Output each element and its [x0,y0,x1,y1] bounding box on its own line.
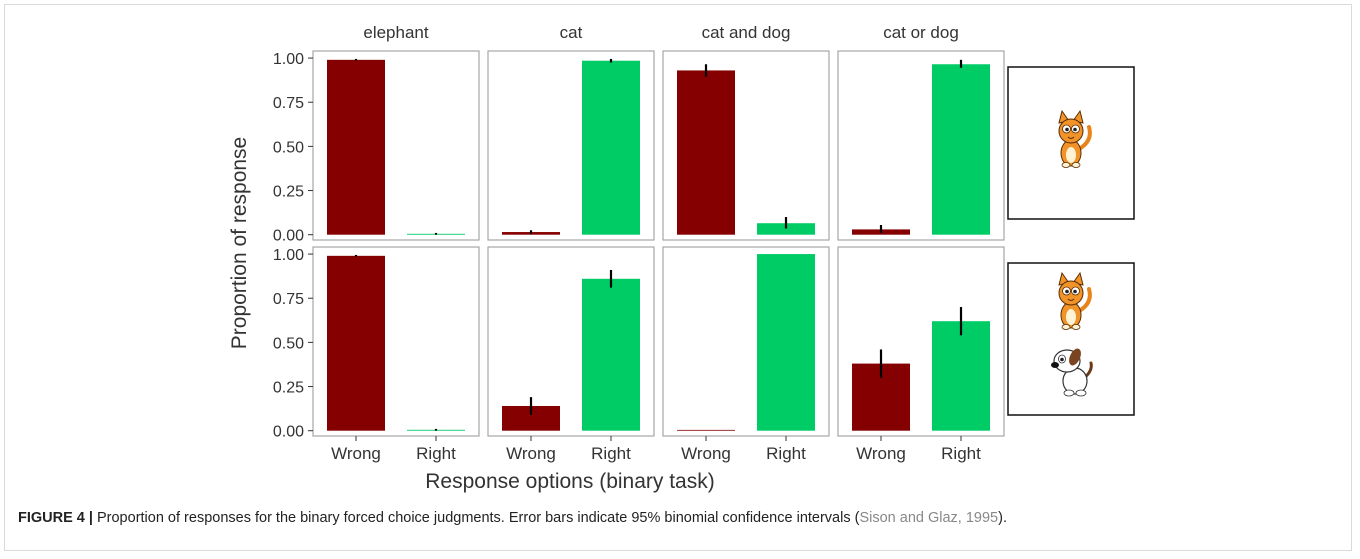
bar-right [582,278,640,431]
bar-right [757,254,815,431]
figure-caption: FIGURE 4 | Proportion of responses for t… [18,508,1338,528]
facet-title-cat-and-dog: cat and dog [702,23,791,42]
x-tick-label-wrong: Wrong [331,444,381,463]
y-tick-label: 0.25 [273,184,304,201]
cat-icon [1058,109,1092,168]
facet-title-cat: cat [560,23,583,42]
x-tick-label-wrong: Wrong [506,444,556,463]
bar-right [582,60,640,235]
caption-text: Proportion of responses for the binary f… [92,510,860,526]
y-axis-title: Proportion of response [228,137,251,349]
x-tick-label-wrong: Wrong [681,444,731,463]
y-tick-label: 1.00 [273,51,304,68]
facet-title-elephant: elephant [363,23,429,42]
caption-label: FIGURE 4 | [18,510,93,526]
cat-icon [1058,271,1092,330]
bar-wrong [677,429,735,431]
facet-title-cat-or-dog: cat or dog [883,23,959,42]
bar-wrong [327,255,385,431]
bar-wrong [677,70,735,235]
bar-right [757,223,815,235]
x-tick-label-right: Right [766,444,806,463]
y-tick-label: 0.75 [273,95,304,112]
dog-icon [1051,348,1093,397]
y-tick-label: 0.00 [273,424,304,441]
y-tick-label: 0.00 [273,228,304,245]
bar-right [932,321,990,431]
x-tick-label-right: Right [591,444,631,463]
caption-end: ). [998,510,1007,526]
caption-citation[interactable]: Sison and Glaz, 1995 [859,510,999,526]
x-tick-label-right: Right [416,444,456,463]
y-tick-label: 0.50 [273,335,304,352]
x-tick-label-right: Right [941,444,981,463]
bar-right [932,64,990,235]
figure-frame [4,4,1352,551]
bar-wrong [327,59,385,235]
y-tick-label: 0.75 [273,291,304,308]
y-tick-label: 0.25 [273,380,304,397]
y-tick-label: 1.00 [273,247,304,264]
x-axis-title: Response options (binary task) [425,470,714,493]
y-tick-label: 0.50 [273,139,304,156]
x-tick-label-wrong: Wrong [856,444,906,463]
